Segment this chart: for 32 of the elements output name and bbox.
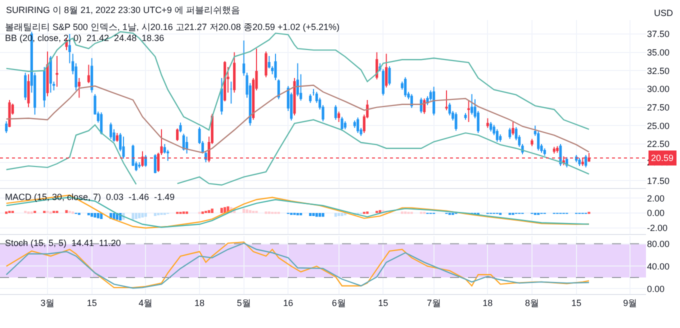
y-tick-label: 17.50 (647, 176, 670, 186)
x-tick-label: 7월 (426, 298, 441, 308)
y-tick-label: 35.00 (647, 47, 670, 58)
x-tick-label: 4월 (138, 298, 153, 308)
y-tick-label: 22.50 (647, 139, 670, 150)
ref-line-label: 20.59 (651, 153, 674, 163)
y-tick-label: 32.50 (647, 66, 670, 76)
y-tick-label: 30.00 (647, 84, 670, 94)
x-tick-label: 15 (571, 298, 582, 308)
y-tick-label: -2.00 (647, 223, 668, 234)
chart-title: SURIRING 이 8월 21, 2022 23:30 UTC+9 에 퍼블리쉬했음 (6, 5, 240, 15)
x-tick-label: 15 (86, 298, 97, 308)
x-tick-label: 8월 (524, 298, 540, 308)
y-tick-label: 80.00 (647, 238, 670, 249)
x-tick-label: 16 (283, 298, 294, 308)
x-tick-label: 9월 (623, 298, 638, 308)
y-tick-label: 37.50 (647, 29, 670, 40)
x-tick-label: 5월 (236, 298, 251, 308)
x-tick-label: 18 (482, 298, 493, 308)
chart-title: Stoch (15, 5, 5) 14.41 11.20 (5, 238, 121, 248)
x-tick-label: 6월 (332, 298, 346, 308)
y-tick-label: 40.00 (647, 261, 670, 272)
x-tick-label: 15 (378, 298, 388, 308)
y-tick-label: 2.00 (647, 193, 665, 204)
y-tick-label: 25.00 (647, 120, 670, 131)
y-tick-label: 0.00 (647, 284, 665, 294)
y-tick-label: 27.50 (647, 102, 670, 112)
x-tick-label: 18 (194, 298, 205, 308)
y-axis-title: USD (654, 8, 674, 18)
chart-subtitle: 볼래틸리티 S&P 500 인덱스, 1날, 시20.16 고21.27 저20.08 종20.59 +1.02 (+5.21%) (5, 22, 340, 32)
x-tick-label: 3월 (40, 298, 55, 308)
y-tick-label: 0.00 (647, 208, 665, 218)
